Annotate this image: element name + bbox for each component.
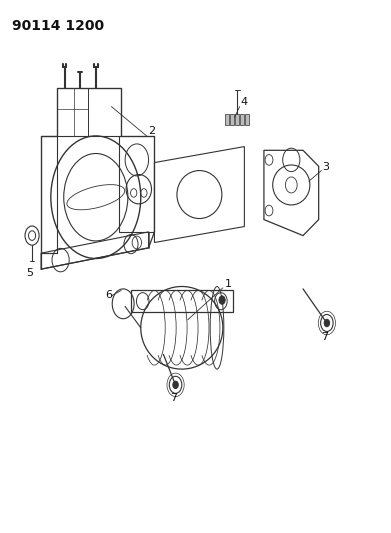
Bar bbox=[225, 114, 229, 125]
Bar bbox=[235, 114, 239, 125]
Text: 5: 5 bbox=[26, 268, 33, 278]
Circle shape bbox=[324, 319, 330, 327]
Circle shape bbox=[219, 296, 225, 304]
Circle shape bbox=[173, 381, 178, 389]
Text: 6: 6 bbox=[105, 289, 112, 300]
Bar bbox=[245, 114, 249, 125]
Text: 2: 2 bbox=[148, 126, 155, 136]
Text: 7: 7 bbox=[321, 332, 328, 342]
Bar bbox=[240, 114, 244, 125]
Text: 1: 1 bbox=[225, 279, 232, 289]
Text: 3: 3 bbox=[323, 161, 330, 172]
Text: 7: 7 bbox=[170, 393, 177, 403]
Text: 4: 4 bbox=[240, 96, 248, 107]
Bar bbox=[230, 114, 234, 125]
Text: 90114 1200: 90114 1200 bbox=[12, 19, 104, 33]
